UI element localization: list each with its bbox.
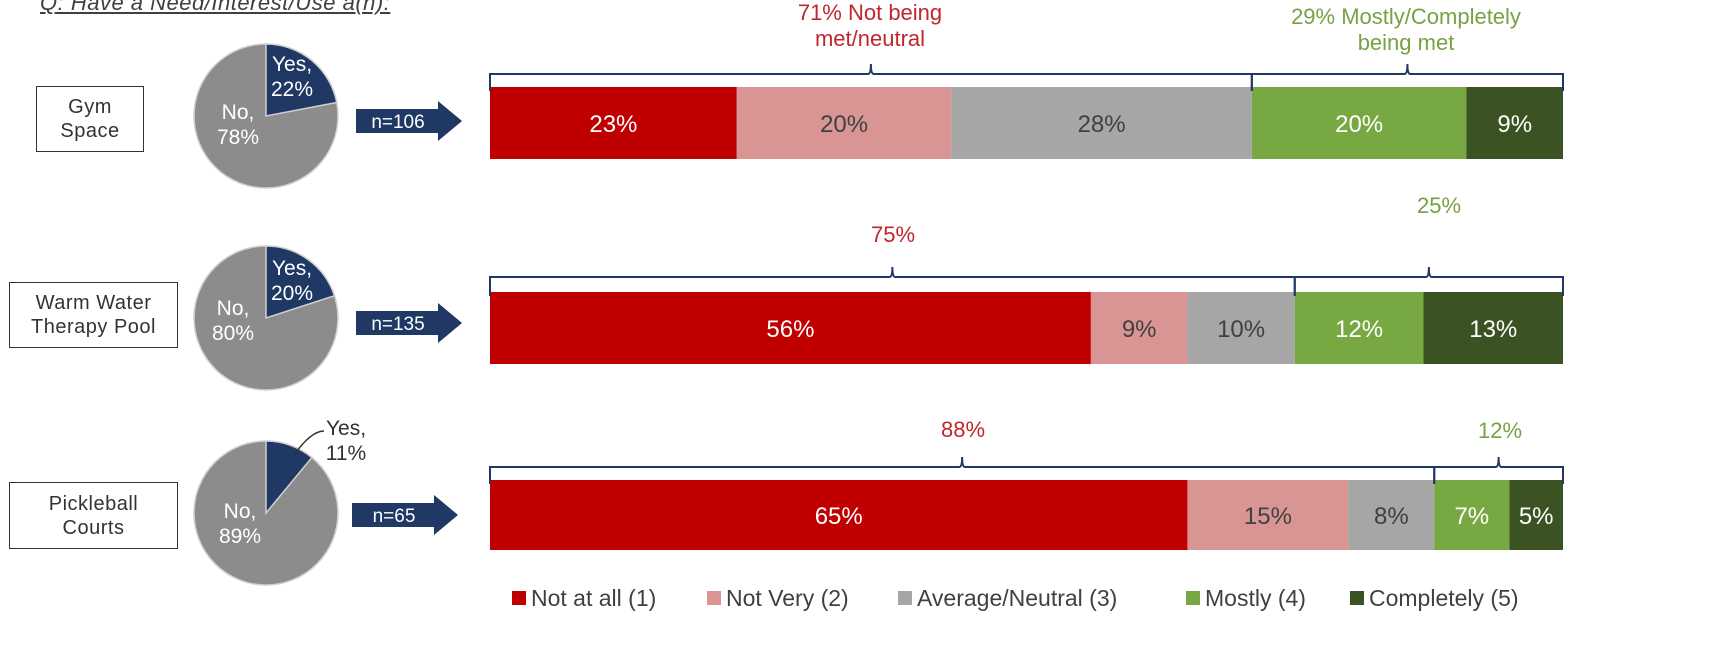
bar-segment-5 — [1509, 480, 1563, 550]
pie-slice-yes — [265, 440, 313, 516]
bar-segment-label: 12% — [1335, 316, 1383, 343]
pie-slice-yes — [265, 245, 336, 320]
bar-segment-label: 20% — [1335, 111, 1383, 138]
bar-segment-5 — [1423, 292, 1563, 364]
legend-swatch — [707, 591, 721, 605]
bar-segment-3 — [1187, 292, 1295, 364]
legend-label: Mostly (4) — [1205, 585, 1306, 611]
bar-segment-label: 65% — [815, 503, 863, 530]
bar-segment-4 — [1434, 480, 1510, 550]
not-met-label: 75% — [871, 222, 915, 247]
group-bracket — [1433, 456, 1564, 484]
bar-segment-4 — [1294, 292, 1424, 364]
n-arrows: n=106 n=135 n=65 — [352, 101, 462, 535]
legend-swatch — [1186, 591, 1200, 605]
item-label-gym-space: Gym Space — [36, 86, 144, 152]
bar-segment-2 — [1090, 292, 1188, 364]
group-bracket — [1250, 63, 1564, 91]
group-brackets: 71% Not being met/neutral 29% Mostly/Compl… — [489, 0, 1564, 484]
bar-segment-4 — [1251, 87, 1467, 159]
bar-segment-label: 10% — [1217, 316, 1265, 343]
legend-swatch — [1350, 591, 1364, 605]
legend-label: Not Very (2) — [726, 585, 849, 611]
bar-segment-2 — [736, 87, 952, 159]
pie-label-no: No, 89% — [219, 500, 261, 548]
stacked-bars: 23% 20% 28% 20% 9% 56% 9% 10% 12% 13% 65% 15% 8% 7% 5% — [490, 87, 1563, 550]
pie-label-no: No, 80% — [212, 297, 254, 345]
legend-label: Average/Neutral (3) — [917, 585, 1117, 611]
question-title: Q: Have a Need/Interest/Use a(n): — [40, 0, 391, 15]
legend: Not at all (1) Not Very (2) Average/Neutra… — [512, 585, 1519, 611]
group-bracket — [489, 456, 1436, 484]
met-label: 12% — [1478, 418, 1522, 443]
not-met-label: 88% — [941, 417, 985, 442]
pie-charts: Yes, 22% No, 78% Yes, 20% No, 80% Yes, 11% No, 89% — [193, 43, 366, 586]
group-bracket — [489, 63, 1253, 91]
not-met-label: 71% Not being met/neutral — [798, 0, 942, 51]
met-label: 29% Mostly/Completely being met — [1291, 4, 1521, 55]
pie-label-yes: Yes, 22% — [271, 53, 313, 101]
bar-segment-label: 20% — [820, 111, 868, 138]
bar-segment-label: 23% — [589, 111, 637, 138]
pie-label-yes: Yes, 11% — [326, 417, 366, 465]
item-label-pickleball-courts: Pickleball Courts — [9, 482, 178, 549]
pie-label-yes: Yes, 20% — [271, 257, 313, 305]
bar-segment-2 — [1187, 480, 1349, 550]
bar-segment-1 — [490, 292, 1091, 364]
bar-segment-label: 7% — [1454, 503, 1489, 530]
bar-segment-label: 5% — [1519, 503, 1554, 530]
group-bracket — [489, 266, 1296, 296]
pie-leader-line — [293, 430, 325, 456]
bar-segment-label: 8% — [1374, 503, 1409, 530]
bar-segment-label: 13% — [1469, 316, 1517, 343]
legend-swatch — [512, 591, 526, 605]
bar-segment-label: 9% — [1122, 316, 1157, 343]
bar-segment-5 — [1466, 87, 1563, 159]
pie-label-no: No, 78% — [217, 101, 259, 149]
item-label-warm-water-therapy-pool: Warm Water Therapy Pool — [9, 282, 178, 348]
bar-segment-3 — [1348, 480, 1435, 550]
pie-slice-yes — [265, 43, 338, 117]
met-label: 25% — [1417, 193, 1461, 218]
bar-segment-label: 56% — [766, 316, 814, 343]
legend-label: Not at all (1) — [531, 585, 656, 611]
bar-segment-1 — [490, 87, 737, 159]
group-bracket — [1293, 266, 1564, 296]
n-arrow — [352, 495, 458, 535]
n-label: n=106 — [371, 112, 424, 133]
n-arrow — [356, 303, 462, 343]
n-label: n=65 — [373, 506, 416, 527]
bar-segment-label: 28% — [1078, 111, 1126, 138]
n-label: n=135 — [371, 314, 424, 335]
legend-swatch — [898, 591, 912, 605]
bar-segment-1 — [490, 480, 1188, 550]
bar-segment-label: 9% — [1497, 111, 1532, 138]
bar-segment-label: 15% — [1244, 503, 1292, 530]
n-arrow — [356, 101, 462, 141]
bar-segment-3 — [951, 87, 1252, 159]
legend-label: Completely (5) — [1369, 585, 1519, 611]
